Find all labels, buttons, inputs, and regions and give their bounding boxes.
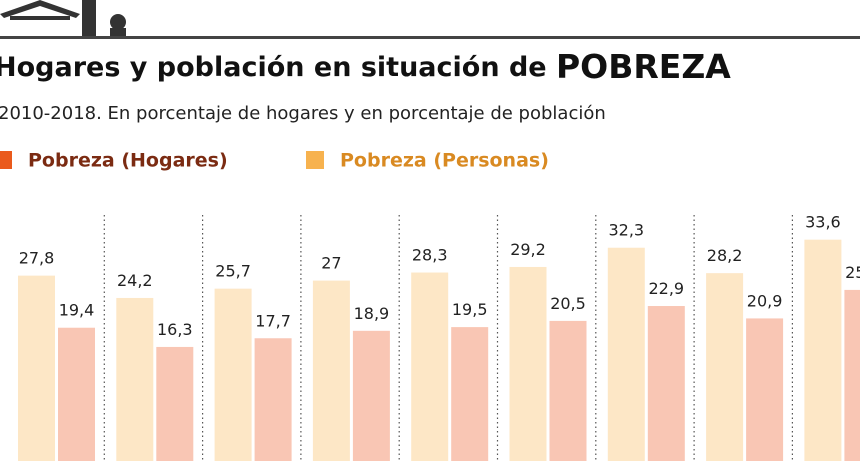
value-label: 27 [321,254,341,273]
bar [156,346,194,461]
bar [607,247,645,461]
header-icons [0,0,860,40]
bar [254,338,292,461]
legend-swatch [306,151,324,169]
value-label: 22,9 [648,279,684,298]
bar [804,239,842,461]
bar [18,275,55,461]
value-label: 25,5 [845,263,860,282]
legend: Pobreza (Hogares) Pobreza (Personas) [0,150,549,172]
title-emphasis: POBREZA [556,47,731,86]
value-label: 17,7 [255,311,291,330]
value-label: 19,4 [59,301,95,320]
bar [214,288,252,461]
bar [312,280,350,461]
subtitle: 2010-2018. En porcentaje de hogares y en… [0,103,606,124]
chart-title: Hogares y población en situación de POBR… [0,47,731,86]
bar [352,330,390,461]
legend-label: Pobreza (Personas) [340,150,549,172]
value-label: 20,5 [550,294,586,313]
value-label: 28,3 [412,246,448,265]
value-label: 24,2 [117,271,153,290]
legend-label: Pobreza (Hogares) [28,150,228,172]
value-label: 18,9 [354,304,390,323]
bar [746,318,784,461]
bar [844,289,860,461]
value-label: 20,9 [747,291,783,310]
value-label: 25,7 [215,262,251,281]
bar [549,320,587,461]
bar [116,297,154,461]
bar [58,327,95,461]
bar [647,306,685,461]
title-main: Hogares y población en situación de [0,52,547,83]
value-label: 28,2 [707,246,743,265]
bar [411,272,449,461]
bar [706,273,744,461]
value-label: 27,8 [19,249,55,268]
value-label: 19,5 [452,300,488,319]
value-label: 33,6 [805,213,841,232]
value-label: 29,2 [510,240,546,259]
legend-swatch [0,151,12,169]
bar [509,266,547,461]
bar [451,327,489,461]
value-label: 32,3 [608,221,644,240]
value-label: 16,3 [157,320,193,339]
